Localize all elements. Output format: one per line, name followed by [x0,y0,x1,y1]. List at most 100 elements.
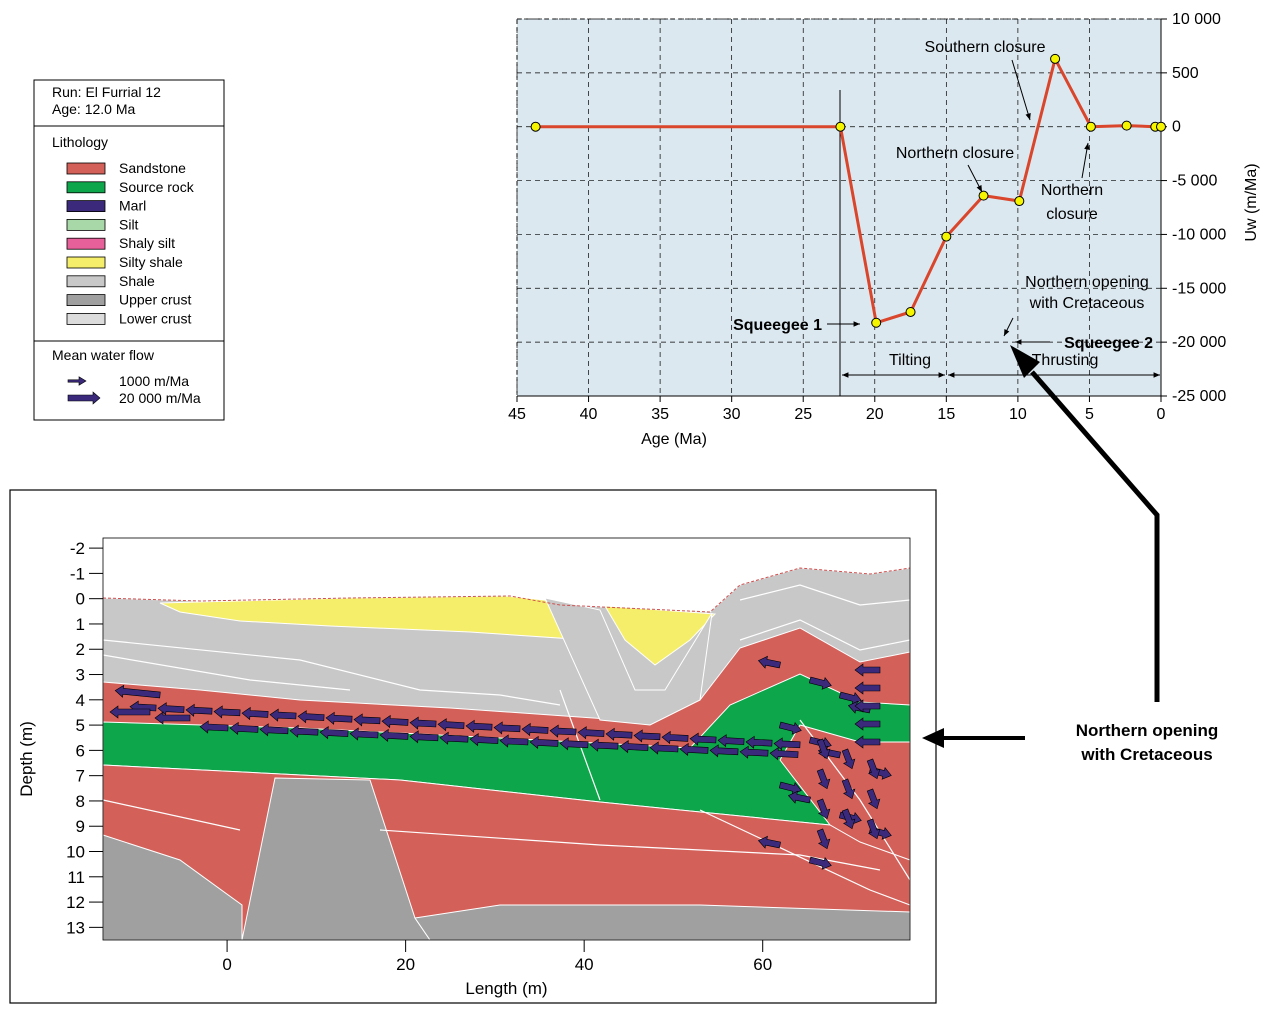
key-lithology-title: Lithology [52,134,108,150]
flow-arrow [469,733,499,747]
flow-arrow [521,722,549,737]
flow-arrow [745,735,773,749]
uw-chart: -25 000 -20 000 -15 000 -10 000 -5 000 0 500 10… [508,11,1260,448]
flow-arrow [769,747,799,761]
x-tick-label: 10 [1009,406,1027,423]
key-flow-arrow [67,391,101,405]
y-tick-label: 7 [76,767,85,786]
flow-arrow [185,703,213,717]
annotation: Squeegee 2 [1064,335,1153,352]
flow-arrow [778,721,802,735]
flow-arrow [325,711,353,725]
flow-arrow [649,741,679,755]
silty-shale-layer [604,605,717,666]
flow-arrow [854,735,881,749]
layer-boundary [102,654,351,691]
arrow-head [1015,339,1022,345]
data-point [835,121,846,132]
key-flow-arrow [67,376,87,386]
surface-line [102,567,911,613]
annotation: with Cretaceous [1080,745,1212,764]
key-swatch [66,275,106,288]
key-swatch [66,200,106,213]
x-axis-title: Age (Ma) [641,431,707,448]
y-tick-label: 5 [76,716,85,735]
y-tick-label: 500 [1172,65,1199,82]
flow-arrow [289,724,319,738]
plot-background [516,18,1162,397]
annotation: Tilting [889,352,931,369]
y-tick-label: -25 000 [1172,388,1226,405]
shale-layer [544,597,713,726]
flow-arrow [114,684,161,699]
x-tick-label: 0 [1157,406,1166,423]
x-axis-title: Length (m) [465,979,547,998]
silty-shale-layer [159,595,590,641]
x-tick-label: 60 [753,955,772,974]
flow-arrow [499,734,529,748]
key-run: Run: El Furrial 12 [52,84,161,100]
data-point [1121,120,1132,131]
arrow-head [1004,329,1010,336]
y-tick-label: -15 000 [1172,280,1226,297]
flow-arrow [787,790,811,804]
flow-arrow [213,705,241,719]
x-tick-label: 15 [937,406,955,423]
layer-boundary [739,619,911,651]
flow-arrow [808,676,832,690]
data-point [530,121,541,132]
flow-arrow [409,716,437,730]
key-age: Age: 12.0 Ma [52,101,135,117]
y-axis-title: Uw (m/Ma) [1243,163,1260,241]
flow-arrow [757,835,781,849]
flow-arrow [854,717,881,731]
y-tick-label: 8 [76,792,85,811]
arrow-head [938,372,945,378]
key-flow-label: 1000 m/Ma [119,373,189,389]
y-tick-label: 10 000 [1172,11,1221,28]
flow-arrow [679,742,709,757]
key-label: Silty shale [119,254,183,270]
key-swatch [66,181,106,194]
key-swatch [66,256,106,269]
key-label: Source rock [119,179,195,195]
arrow-head [1153,372,1160,378]
key-frame [33,79,225,421]
x-tick-label: 5 [1085,406,1094,423]
flow-arrow [816,828,831,850]
y-axis-title: Depth (m) [17,721,36,797]
y-tick-label: -1 [70,564,85,583]
x-tick-label: 0 [222,955,231,974]
flow-arrow [269,708,297,722]
flow-arrow [773,737,801,751]
data-point [871,317,882,328]
key-label: Shaly silt [119,235,175,251]
key-label: Marl [119,198,146,214]
flow-arrow [717,734,745,748]
x-tick-label: 40 [575,955,594,974]
x-tick-label: 35 [651,406,669,423]
x-tick-label: 30 [723,406,741,423]
key-flow-title: Mean water flow [52,347,155,363]
key-swatch [66,162,106,175]
connector-arrow [1030,370,1160,702]
flow-arrow [349,727,379,741]
upper-crust-layer [414,904,911,941]
key-swatch [66,237,106,250]
flow-arrow [109,705,151,719]
x-tick-label: 20 [396,955,415,974]
data-point [1156,121,1166,132]
flow-arrow [661,730,689,745]
key-swatch [66,218,106,231]
key-panel: Run: El Furrial 12 Age: 12.0 Ma Litholog… [33,79,225,421]
flow-arrow [757,655,781,669]
y-tick-label: 9 [76,817,85,836]
annotation: Northern [1041,182,1103,199]
flow-arrow [154,711,191,725]
data-point [905,306,916,317]
flow-arrow [854,663,881,677]
flow-arrow [854,699,881,713]
data-point [1014,196,1025,207]
annotation: Northern opening [1076,721,1219,740]
x-tick-label: 45 [508,406,526,423]
